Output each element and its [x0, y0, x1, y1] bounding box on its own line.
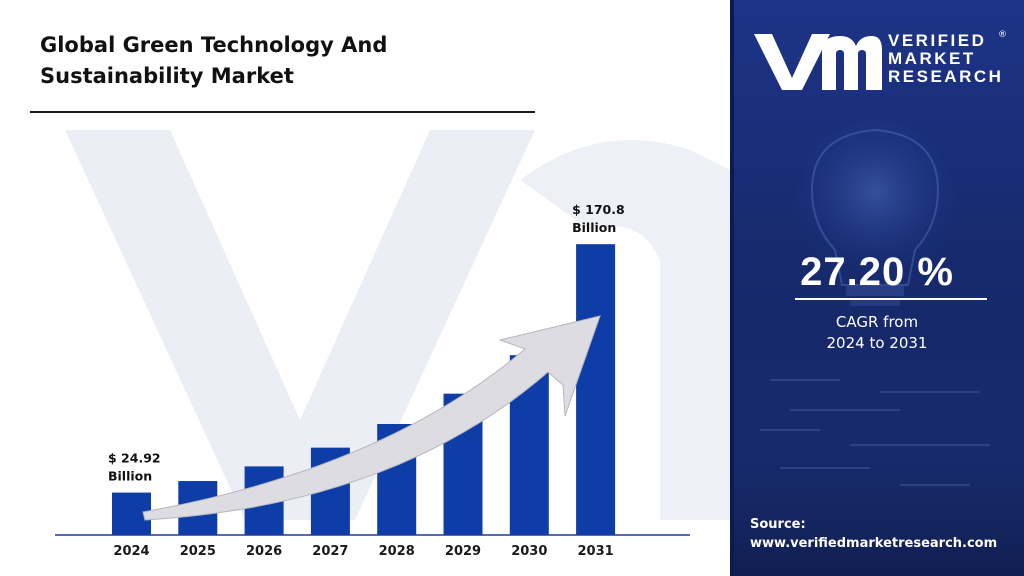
data-label-2024-value: $ 24.92	[108, 451, 161, 466]
x-tick-label-2029: 2029	[445, 544, 481, 559]
cagr-label: CAGR from 2024 to 2031	[730, 312, 1024, 354]
brand-name: VERIFIED MARKET RESEARCH	[888, 32, 1003, 86]
bar-chart: 2024 2025 2026 2027 2028 2029 2030 2031 $ 24.92 B…	[55, 202, 690, 559]
x-tick-label-2030: 2030	[511, 544, 547, 559]
source-label: Source:	[750, 517, 806, 532]
cagr-label-line-1: CAGR from	[835, 313, 919, 331]
data-label-2024-unit: Billion	[108, 469, 152, 484]
panel-edge	[730, 0, 734, 576]
chart-panel: Global Green Technology And Sustainabili…	[30, 30, 730, 559]
lightbulb-background-image	[730, 120, 1024, 576]
source-note: Source: www.verifiedmarketresearch.com	[750, 515, 997, 553]
data-label-2031-value: $ 170.8	[572, 202, 625, 217]
chart-title: Global Green Technology And Sustainabili…	[40, 30, 600, 92]
title-line-2: Sustainability Market	[40, 64, 294, 88]
watermark-logo	[65, 130, 730, 520]
brand-line-2: MARKET	[888, 49, 976, 68]
cagr-divider	[795, 298, 987, 300]
x-tick-label-2024: 2024	[113, 544, 149, 559]
info-panel: VERIFIED MARKET RESEARCH ® 27.20 % CAGR …	[730, 0, 1024, 576]
cagr-label-line-2: 2024 to 2031	[826, 334, 928, 352]
x-tick-label-2031: 2031	[578, 544, 614, 559]
trend-arrow-icon	[142, 315, 601, 521]
x-tick-label-2025: 2025	[180, 544, 216, 559]
x-tick-label-2028: 2028	[379, 544, 415, 559]
source-url: www.verifiedmarketresearch.com	[750, 536, 998, 551]
brand-line-3: RESEARCH	[888, 67, 1004, 86]
bar-2031	[576, 244, 616, 535]
x-tick-label-2026: 2026	[246, 544, 282, 559]
vmr-logo-icon	[754, 34, 882, 90]
cagr-value: 27.20 %	[800, 250, 954, 294]
x-tick-label-2027: 2027	[312, 544, 348, 559]
data-label-2031-unit: Billion	[572, 220, 616, 235]
title-divider	[30, 111, 535, 113]
title-line-1: Global Green Technology And	[40, 33, 388, 57]
registered-mark: ®	[998, 30, 1007, 40]
brand-line-1: VERIFIED	[888, 31, 987, 50]
